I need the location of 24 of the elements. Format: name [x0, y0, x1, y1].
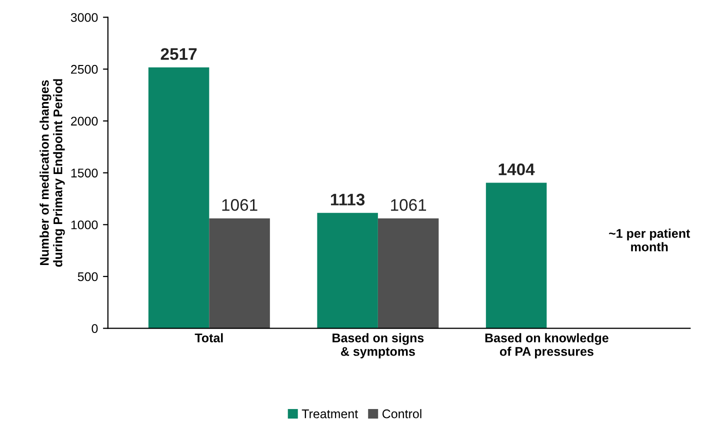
- x-tick-label: Based on signs & symptoms: [332, 333, 424, 358]
- bar: [148, 67, 210, 328]
- annotation: ~1 per patient month: [609, 228, 690, 252]
- bar: [486, 182, 547, 328]
- bar: [317, 212, 378, 328]
- y-tick-label: 500: [78, 272, 98, 282]
- legend-label: Treatment: [302, 410, 358, 418]
- legend-label: Control: [382, 409, 422, 418]
- data-label: 1404: [498, 163, 535, 176]
- y-tick-label: 2500: [71, 64, 98, 74]
- y-tick-label: 0: [92, 324, 98, 333]
- x-tick-label: Total: [194, 333, 223, 342]
- data-label: 1113: [330, 194, 365, 206]
- y-tick-label: 1000: [71, 220, 98, 230]
- y-tick-label: 2000: [71, 116, 98, 126]
- y-axis-title: Number of medication changes during Primary Endpoint Period: [40, 79, 65, 267]
- y-tick-label: 3000: [70, 13, 98, 22]
- data-label: 1061: [222, 199, 258, 211]
- bar: [378, 218, 439, 328]
- bar: [209, 218, 270, 328]
- data-label: 1061: [391, 199, 426, 211]
- y-tick-label: 1500: [71, 168, 98, 178]
- x-tick-label: Based on knowledge of PA pressures: [485, 333, 608, 358]
- data-label: 2517: [160, 48, 197, 60]
